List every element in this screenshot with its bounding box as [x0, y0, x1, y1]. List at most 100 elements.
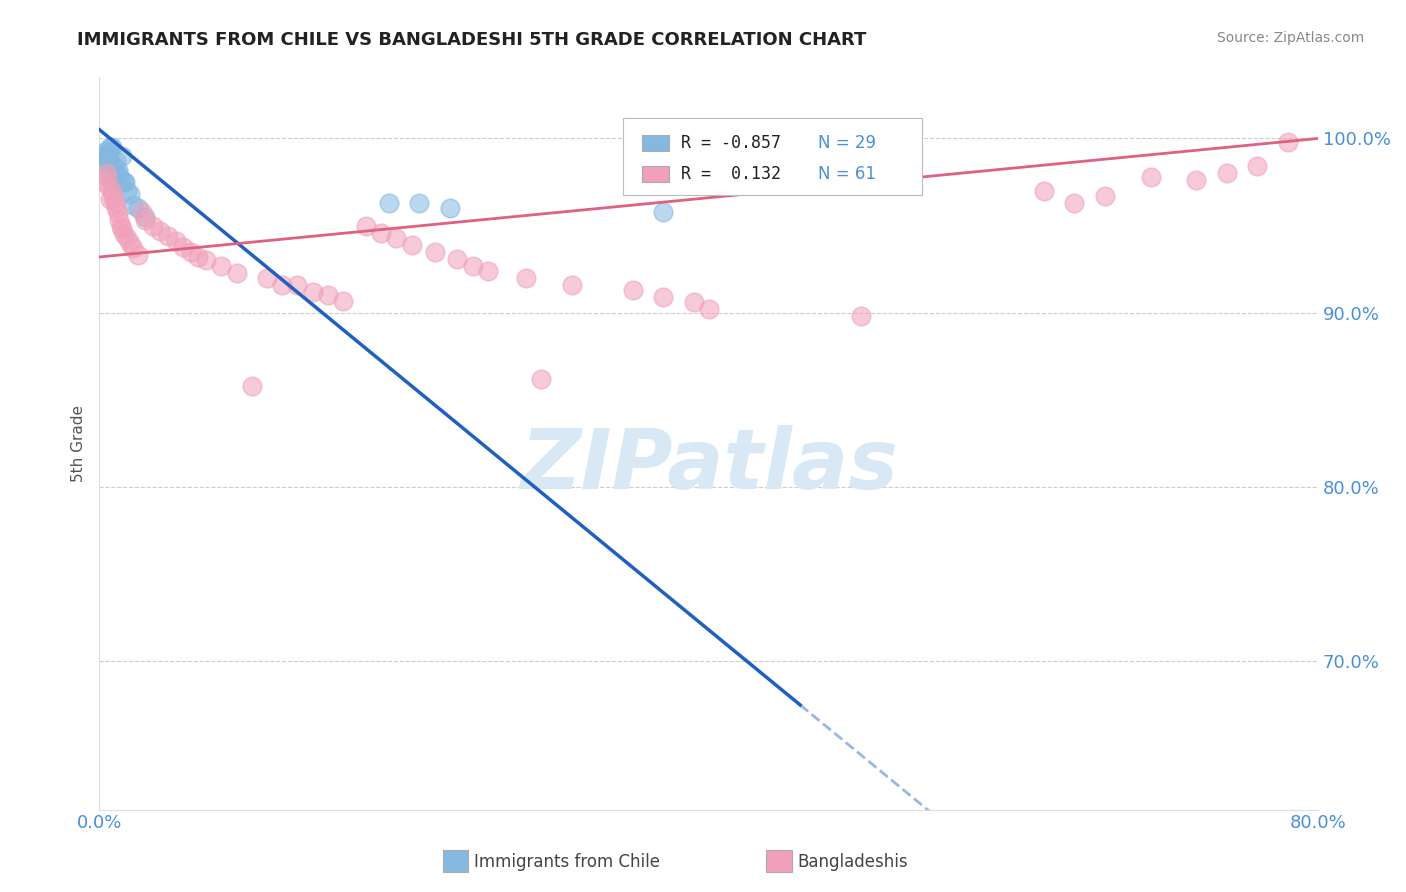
Point: [652, 204, 675, 219]
Point: [122, 197, 145, 211]
Point: [408, 196, 430, 211]
Point: [127, 201, 149, 215]
Point: [142, 219, 165, 233]
Point: [271, 277, 294, 292]
Point: [127, 248, 149, 262]
Point: [114, 175, 136, 189]
Point: [115, 184, 138, 198]
Point: [91, 149, 114, 163]
Point: [101, 158, 124, 172]
Point: [385, 231, 408, 245]
Point: [187, 250, 209, 264]
Text: Source: ZipAtlas.com: Source: ZipAtlas.com: [1216, 31, 1364, 45]
Bar: [641, 135, 669, 151]
Point: [108, 168, 131, 182]
Point: [94, 144, 117, 158]
Point: [107, 162, 129, 177]
Point: [561, 277, 583, 292]
Point: [316, 288, 339, 302]
Point: [97, 180, 120, 194]
Point: [446, 252, 468, 266]
Point: [1185, 173, 1208, 187]
Point: [105, 154, 128, 169]
Point: [1032, 184, 1054, 198]
Point: [1246, 159, 1268, 173]
Point: [97, 145, 120, 160]
Point: [110, 173, 132, 187]
Point: [104, 196, 127, 211]
Point: [118, 235, 141, 250]
Point: [112, 227, 135, 242]
Point: [111, 149, 134, 163]
Point: [515, 271, 537, 285]
Point: [378, 196, 401, 211]
Bar: [443, 850, 468, 872]
Point: [98, 166, 121, 180]
Point: [156, 229, 179, 244]
Point: [1094, 189, 1116, 203]
Point: [96, 149, 118, 163]
Point: [134, 210, 156, 224]
Point: [1139, 169, 1161, 184]
Point: [100, 140, 122, 154]
Text: IMMIGRANTS FROM CHILE VS BANGLADESHI 5TH GRADE CORRELATION CHART: IMMIGRANTS FROM CHILE VS BANGLADESHI 5TH…: [77, 31, 866, 49]
Y-axis label: 5th Grade: 5th Grade: [72, 405, 86, 482]
Point: [621, 283, 644, 297]
Bar: [641, 166, 669, 182]
Point: [225, 266, 247, 280]
Point: [97, 153, 120, 167]
Point: [134, 213, 156, 227]
Point: [101, 191, 124, 205]
Point: [682, 295, 704, 310]
Point: [332, 293, 354, 308]
Point: [477, 264, 499, 278]
Point: [256, 271, 278, 285]
Point: [849, 310, 872, 324]
Text: ZIPatlas: ZIPatlas: [520, 425, 897, 506]
Text: Bangladeshis: Bangladeshis: [797, 853, 908, 871]
Point: [96, 169, 118, 184]
Text: R =  0.132: R = 0.132: [681, 165, 780, 183]
Point: [652, 290, 675, 304]
Point: [172, 239, 194, 253]
Point: [131, 204, 153, 219]
FancyBboxPatch shape: [623, 118, 922, 194]
Point: [401, 237, 423, 252]
Text: N = 29: N = 29: [818, 134, 876, 152]
Text: Immigrants from Chile: Immigrants from Chile: [474, 853, 659, 871]
Point: [112, 175, 135, 189]
Point: [104, 161, 127, 175]
Point: [165, 235, 187, 249]
Point: [108, 213, 131, 227]
Point: [96, 158, 118, 172]
Point: [1063, 196, 1085, 211]
Point: [530, 372, 553, 386]
Point: [461, 259, 484, 273]
Point: [697, 302, 720, 317]
Point: [98, 193, 121, 207]
Point: [122, 241, 145, 255]
Point: [93, 175, 115, 189]
Point: [100, 184, 122, 198]
Point: [100, 175, 122, 189]
Point: [105, 201, 128, 215]
Point: [93, 154, 115, 169]
Point: [354, 219, 377, 233]
Point: [110, 219, 132, 233]
Point: [423, 244, 446, 259]
Point: [1277, 135, 1299, 149]
Point: [301, 285, 323, 299]
Point: [149, 224, 172, 238]
Point: [115, 231, 138, 245]
Text: N = 61: N = 61: [818, 165, 876, 183]
Point: [1216, 166, 1239, 180]
Bar: [766, 850, 792, 872]
Point: [111, 222, 134, 236]
Point: [370, 226, 392, 240]
Text: R = -0.857: R = -0.857: [681, 134, 780, 152]
Point: [287, 277, 309, 292]
Point: [439, 201, 461, 215]
Point: [107, 206, 129, 220]
Point: [195, 253, 218, 268]
Point: [180, 244, 202, 259]
